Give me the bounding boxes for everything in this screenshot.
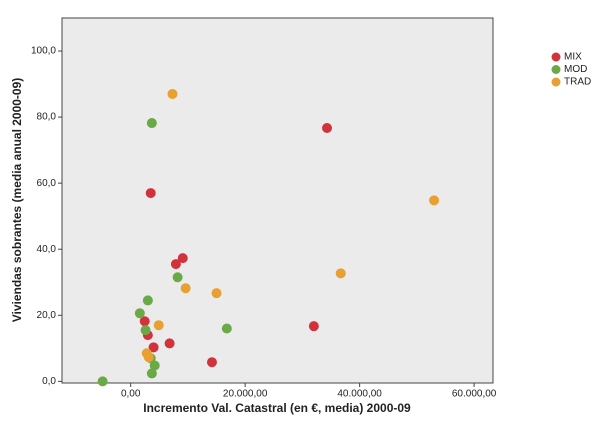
plot-area	[61, 17, 494, 384]
point	[429, 195, 440, 206]
point	[142, 295, 153, 306]
legend-label: MOD	[564, 64, 587, 75]
point	[146, 118, 157, 129]
point	[335, 268, 346, 279]
x-tick-label: 40.000,00	[337, 389, 382, 400]
legend-label: TRAD	[564, 77, 591, 88]
point	[140, 325, 151, 336]
point	[139, 316, 150, 327]
legend-swatch	[551, 52, 561, 62]
point	[164, 338, 175, 349]
point	[148, 342, 159, 353]
point	[97, 376, 108, 387]
y-tick-label: 60,0	[37, 178, 57, 189]
y-tick-label: 20,0	[37, 310, 57, 321]
point	[170, 259, 181, 270]
point	[167, 88, 178, 99]
point	[177, 253, 188, 264]
y-tick-label: 80,0	[37, 112, 57, 123]
point	[134, 308, 145, 319]
point	[180, 283, 191, 294]
x-axis-title: Incremento Val. Catastral (en €, media) …	[143, 401, 411, 415]
point	[172, 272, 183, 283]
y-tick-label: 100,0	[31, 46, 56, 57]
point	[153, 320, 164, 331]
point	[308, 321, 319, 332]
point	[146, 368, 157, 379]
x-tick-label: 0,00	[121, 389, 141, 400]
x-tick-label: 60.000,00	[452, 389, 497, 400]
point	[206, 357, 217, 368]
point	[322, 122, 333, 133]
legend-swatch	[551, 65, 561, 74]
point	[145, 188, 156, 199]
point	[221, 323, 232, 334]
legend-swatch	[551, 77, 561, 87]
point	[143, 352, 154, 363]
point	[211, 288, 222, 299]
y-tick-label: 0,0	[42, 376, 56, 387]
y-tick-label: 40,0	[37, 244, 57, 255]
y-axis-title: Viviendas sobrantes (media anual 2000-09…	[10, 78, 24, 323]
legend-label: MIX	[564, 52, 582, 63]
x-tick-label: 20.000,00	[223, 389, 268, 400]
